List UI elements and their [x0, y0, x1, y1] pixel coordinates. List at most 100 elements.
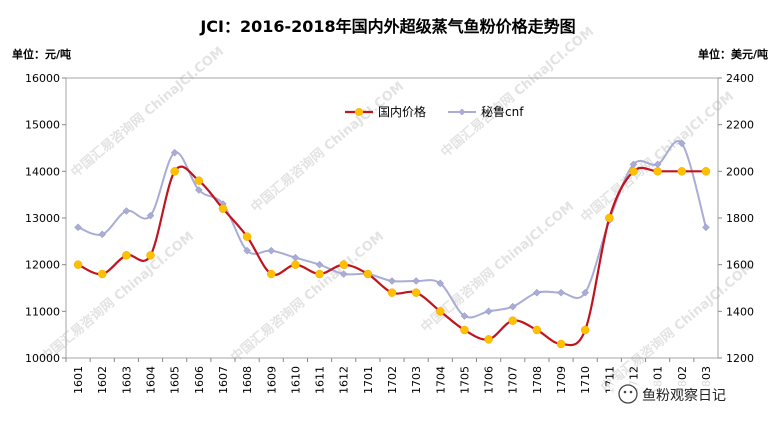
data-point-domestic — [436, 307, 445, 316]
x-tick-label: 1705 — [458, 366, 471, 394]
data-point-peru-cnf — [122, 207, 131, 215]
wechat-icon — [618, 384, 638, 404]
source-badge: 鱼粉观察日记 — [610, 380, 760, 408]
data-point-peru-cnf — [194, 186, 203, 194]
x-tick-label: 1602 — [96, 366, 109, 394]
data-point-domestic — [363, 269, 373, 279]
data-point-domestic — [97, 269, 107, 279]
legend-label-domestic: 国内价格 — [378, 104, 426, 119]
wechat-icon-eye — [629, 390, 633, 394]
data-point-peru-cnf — [267, 246, 276, 255]
x-tick-label: 1604 — [145, 366, 158, 394]
watermark-text: 中国汇易咨询网 ChinaJCI.COM — [228, 228, 387, 365]
y-tick-right-label: 1800 — [726, 212, 754, 225]
data-point-domestic — [508, 316, 517, 325]
data-point-domestic — [122, 251, 131, 260]
axes-layer: 10000 11000 12000 13000 14000 15000 16000 1200 1… — [25, 72, 754, 394]
watermark-text: 中国汇易咨询网 ChinaJCI.COM — [248, 78, 407, 215]
data-point-domestic — [146, 251, 155, 260]
series-layer — [73, 139, 711, 349]
data-point-peru-cnf — [243, 246, 251, 255]
y-tick-right-label: 2400 — [726, 72, 754, 85]
data-point-domestic — [701, 167, 711, 176]
data-point-domestic — [629, 167, 638, 176]
data-point-peru-cnf — [436, 279, 445, 288]
x-tick-label: 1609 — [265, 366, 278, 394]
data-point-domestic — [460, 325, 469, 335]
wechat-icon-eye — [623, 390, 627, 394]
y-tick-left-label: 10000 — [25, 352, 60, 365]
y-tick-right-label: 1600 — [726, 259, 754, 272]
y-axis-label-left: 单位：元/吨 — [12, 47, 71, 61]
y-tick-left-label: 11000 — [25, 305, 60, 318]
data-point-peru-cnf — [702, 223, 710, 232]
legend: 国内价格 秘鲁cnf — [345, 104, 524, 119]
watermark-layer: 中国汇易咨询网 ChinaJCI.COM 中国汇易咨询网 ChinaJCI.COM… — [38, 23, 757, 395]
x-tick-label: 1610 — [289, 366, 302, 394]
legend-marker-peru-cnf — [458, 108, 466, 116]
y-tick-right-label: 2200 — [726, 119, 754, 132]
data-point-peru-cnf — [170, 148, 179, 157]
y-tick-right-label: 2000 — [726, 165, 754, 178]
y-tick-left-label: 16000 — [25, 72, 60, 85]
data-point-peru-cnf — [315, 260, 324, 269]
data-point-peru-cnf — [339, 270, 348, 278]
data-point-domestic — [267, 269, 276, 279]
data-point-peru-cnf — [146, 211, 155, 220]
y-tick-right-label: 1400 — [726, 305, 754, 318]
y-axis-label-right: 单位：美元/吨 — [698, 47, 768, 61]
x-tick-label: 1704 — [434, 366, 447, 394]
x-tick-label: 1603 — [120, 366, 133, 394]
x-tick-label: 1709 — [555, 366, 568, 394]
data-point-domestic — [580, 325, 590, 335]
watermark-text: 中国汇易咨询网 ChinaJCI.COM — [578, 88, 737, 225]
watermark-text: 中国汇易咨询网 ChinaJCI.COM — [38, 228, 197, 365]
legend-label-peru-cnf: 秘鲁cnf — [481, 105, 524, 119]
watermark-text: 中国汇易咨询网 ChinaJCI.COM — [68, 43, 227, 180]
plot-area-border — [65, 77, 719, 359]
x-tick-label: 1701 — [362, 366, 375, 394]
data-point-domestic — [170, 167, 179, 176]
data-point-domestic — [532, 325, 542, 335]
x-tick-label: 1611 — [314, 366, 327, 394]
data-point-domestic — [605, 213, 614, 223]
data-point-peru-cnf — [508, 302, 517, 311]
data-point-domestic — [194, 176, 204, 185]
data-point-peru-cnf — [533, 288, 541, 297]
x-tick-label: 1702 — [386, 366, 399, 394]
data-point-peru-cnf — [98, 230, 107, 239]
y-tick-right-label: 1200 — [726, 352, 754, 365]
y-tick-left-label: 14000 — [25, 165, 60, 178]
x-tick-label: 1608 — [241, 366, 254, 394]
data-point-domestic — [677, 167, 687, 176]
data-point-domestic — [411, 288, 421, 297]
x-tick-label: 1605 — [169, 366, 182, 394]
data-point-domestic — [242, 232, 252, 241]
data-point-domestic — [315, 269, 324, 279]
data-point-peru-cnf — [460, 312, 469, 320]
data-point-domestic — [556, 339, 566, 349]
data-point-domestic — [653, 167, 662, 176]
source-badge-text: 鱼粉观察日记 — [642, 387, 726, 404]
y-tick-left-label: 15000 — [25, 119, 60, 132]
y-tick-left-label: 12000 — [25, 259, 60, 272]
data-point-domestic — [73, 260, 83, 269]
data-point-peru-cnf — [484, 307, 493, 316]
data-point-domestic — [387, 288, 397, 297]
data-point-domestic — [339, 260, 348, 269]
legend-marker-domestic — [355, 108, 363, 116]
x-tick-label: 1601 — [72, 366, 85, 394]
chart-title: JCI：2016-2018年国内外超级蒸气鱼粉价格走势图 — [199, 17, 575, 36]
source-badge-background — [610, 380, 760, 408]
data-point-peru-cnf — [677, 139, 686, 148]
x-tick-label: 1710 — [579, 366, 592, 394]
data-point-peru-cnf — [581, 288, 590, 297]
x-tick-label: 1606 — [193, 366, 206, 394]
y-tick-left-label: 13000 — [25, 212, 60, 225]
x-tick-label: 1612 — [338, 366, 351, 394]
data-point-peru-cnf — [412, 277, 421, 285]
data-point-domestic — [218, 204, 228, 213]
data-point-domestic — [484, 335, 493, 344]
